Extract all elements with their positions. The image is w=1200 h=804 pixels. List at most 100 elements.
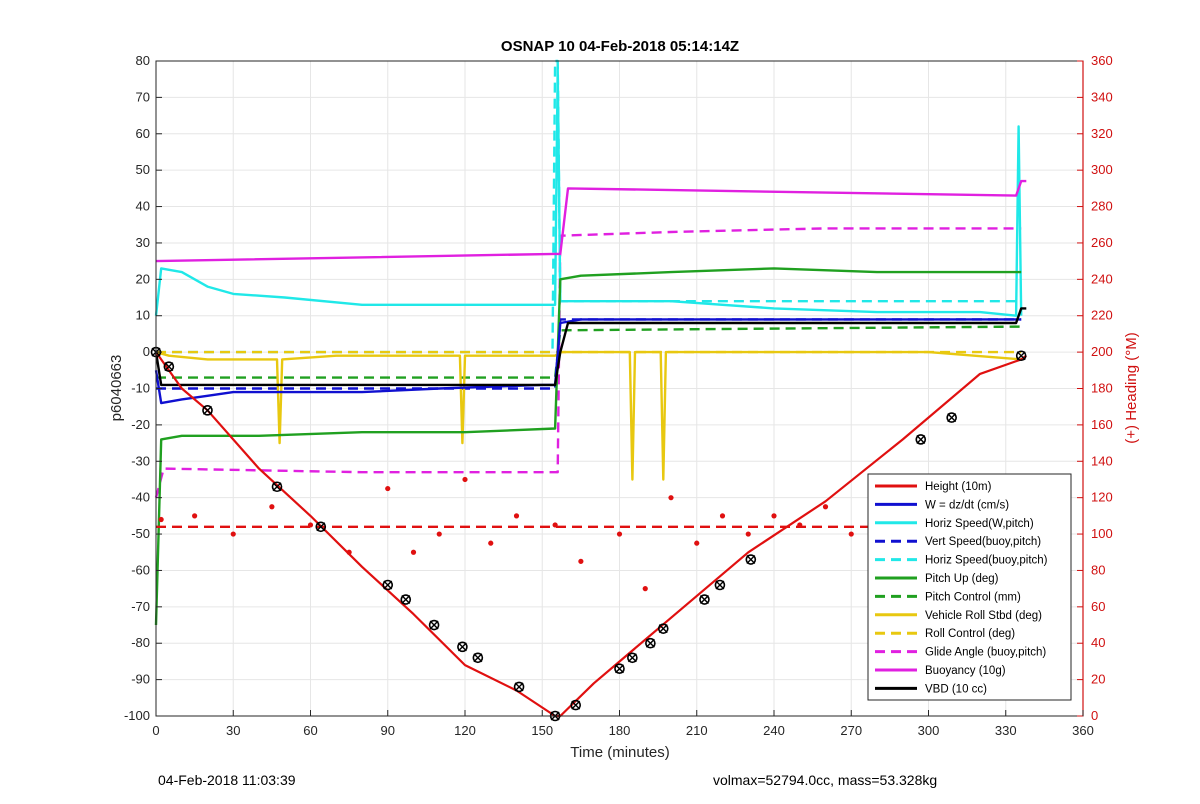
y2-tick-label: 260 — [1091, 235, 1113, 250]
height-marker — [614, 663, 625, 674]
footer-timestamp: 04-Feb-2018 11:03:39 — [158, 772, 296, 788]
marker-cross — [1016, 351, 1026, 361]
legend-entry: Roll Control (deg) — [875, 628, 1015, 640]
y2-tick-label: 160 — [1091, 417, 1113, 432]
height-marker — [645, 637, 656, 649]
x-tick-label: 60 — [303, 723, 317, 738]
heading-point — [745, 531, 751, 537]
marker-circle — [513, 681, 525, 693]
height-marker — [657, 623, 669, 634]
height-marker — [745, 554, 757, 565]
y2-tick-label: 340 — [1091, 89, 1113, 104]
y-axis-right: 0 20 40 60 80 100 120 140 160 180 200 220 240 260 280 3… — [1077, 53, 1113, 723]
heading-point — [719, 513, 726, 519]
heading-point — [797, 522, 803, 528]
y2-tick-label: 100 — [1091, 526, 1113, 541]
marker-circle — [271, 481, 283, 493]
marker-cross — [571, 700, 581, 710]
x-tick-label: 0 — [152, 723, 159, 738]
marker-circle — [627, 652, 638, 664]
y-tick-label: -70 — [131, 599, 150, 614]
marker-circle — [472, 652, 484, 664]
heading-point — [230, 531, 236, 537]
height-marker — [915, 434, 927, 445]
series-vbd-10-cc — [154, 307, 1027, 387]
heading-point — [307, 522, 314, 528]
marker-circle — [428, 619, 440, 631]
heading-point — [513, 513, 520, 519]
y-tick-label: -50 — [131, 526, 150, 541]
y-tick-label: 80 — [136, 53, 150, 68]
marker-circle — [163, 361, 175, 372]
heading-point — [822, 504, 829, 510]
y-tick-label: -90 — [131, 672, 150, 687]
y-tick-label: -40 — [131, 490, 150, 505]
marker-cross — [429, 620, 439, 630]
heading-point — [410, 549, 417, 555]
legend-label: Horiz Speed(buoy,pitch) — [925, 555, 1048, 567]
y-tick-label: 30 — [136, 235, 150, 250]
legend-label: Pitch Control (mm) — [925, 591, 1021, 603]
series-buoyancy-10g — [155, 179, 1027, 263]
height-marker — [1015, 350, 1027, 362]
y-tick-label: 0 — [143, 344, 150, 359]
marker-cross — [457, 642, 467, 652]
legend-entry: Vehicle Roll Stbd (deg) — [875, 610, 1042, 622]
heading-point — [552, 522, 558, 528]
marker-circle — [382, 579, 394, 591]
legend-label: W = dz/dt (cm/s) — [925, 499, 1009, 511]
marker-circle — [657, 623, 669, 634]
x-tick-label: 330 — [995, 723, 1017, 738]
marker-cross — [383, 580, 393, 590]
height-marker — [570, 699, 582, 711]
marker-cross — [645, 638, 655, 648]
heading-point — [269, 504, 275, 510]
y2-tick-label: 200 — [1091, 344, 1113, 359]
height-marker — [271, 481, 283, 493]
marker-cross — [699, 595, 709, 605]
y-tick-label: 40 — [136, 199, 150, 214]
x-axis-label: Time (minutes) — [570, 744, 669, 761]
legend-label: Pitch Up (deg) — [925, 573, 999, 585]
marker-circle — [745, 554, 757, 565]
legend-entry: Pitch Control (mm) — [875, 591, 1021, 603]
marker-circle — [915, 434, 927, 445]
marker-cross — [316, 522, 326, 532]
y2-axis-label: (+) Heading (°M) — [1123, 332, 1140, 443]
footer-volmax-mass: volmax=52794.0cc, mass=53.328kg — [713, 772, 938, 788]
x-tick-label: 150 — [531, 723, 553, 738]
marker-cross — [514, 682, 524, 692]
y2-tick-label: 120 — [1091, 490, 1113, 505]
heading-point — [642, 586, 648, 592]
marker-cross — [164, 362, 174, 372]
marker-circle — [614, 663, 625, 674]
y-tick-label: 20 — [136, 271, 150, 286]
legend-entry: Height (10m) — [875, 481, 992, 493]
y2-tick-label: 60 — [1091, 599, 1105, 614]
x-tick-label: 210 — [686, 723, 708, 738]
heading-point — [462, 476, 468, 483]
marker-cross — [203, 405, 212, 415]
marker-circle — [946, 412, 957, 423]
y-tick-label: 70 — [136, 89, 150, 104]
height-marker — [428, 619, 440, 631]
x-axis: 0 30 60 90 120 150 180 210 240 270 300 330 360 — [152, 710, 1094, 738]
marker-circle — [1015, 350, 1027, 362]
height-marker — [457, 641, 468, 653]
x-tick-label: 120 — [454, 723, 476, 738]
series-glide-angle-buoy-pitch — [154, 227, 1022, 499]
height-marker — [202, 405, 213, 416]
legend-label: Buoyancy (10g) — [925, 665, 1006, 677]
y-tick-label: -100 — [124, 708, 150, 723]
chart-title: OSNAP 10 04-Feb-2018 05:14:14Z — [501, 38, 739, 55]
height-marker — [315, 521, 327, 533]
heading-point — [694, 540, 700, 546]
y-tick-label: -60 — [131, 562, 150, 577]
marker-circle — [714, 579, 726, 591]
marker-circle — [570, 699, 582, 711]
y2-tick-label: 280 — [1091, 199, 1113, 214]
marker-cross — [627, 653, 637, 663]
legend-label: Vehicle Roll Stbd (deg) — [925, 610, 1042, 622]
heading-point — [436, 531, 442, 537]
